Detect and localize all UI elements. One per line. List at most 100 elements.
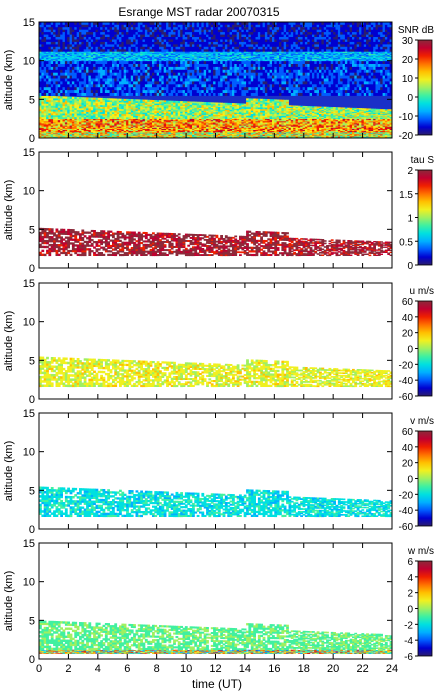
heatmap-cell [112,103,115,106]
heatmap-cell [88,133,92,135]
heatmap-cell [293,113,296,115]
heatmap-cell [304,109,308,111]
heatmap-cell [363,135,367,137]
heatmap-cell [295,112,299,114]
heatmap-cell [375,123,379,125]
heatmap-cell [192,126,195,128]
heatmap-cell [253,120,256,123]
heatmap-cell [234,125,238,127]
heatmap-cell [203,120,207,123]
heatmap-cell [39,105,42,108]
heatmap-cell [142,118,146,121]
heatmap-cell [257,129,261,132]
heatmap-cell [236,119,240,122]
heatmap-cell [140,109,143,112]
heatmap-cell [208,133,212,135]
heatmap-cell [309,119,313,122]
heatmap-cell [187,134,191,136]
heatmap-cell [43,103,47,106]
heatmap-cell [309,132,313,134]
heatmap-cell [213,103,216,106]
heatmap-cell [236,130,240,133]
heatmap-cell [201,106,205,108]
heatmap-cell [232,125,235,127]
heatmap-cell [342,134,346,136]
heatmap-cell [276,117,280,120]
heatmap-cell [121,123,125,125]
heatmap-cell [189,108,193,111]
heatmap-cell [210,106,214,109]
heatmap-cell [276,104,280,107]
heatmap-cell [166,114,169,116]
heatmap-cell [335,135,339,137]
heatmap-cell [53,133,56,135]
heatmap-cell [112,129,115,132]
heatmap-cell [116,103,120,106]
heatmap-cell [177,108,181,111]
heatmap-cell [387,135,391,137]
heatmap-cell [90,134,94,136]
heatmap-cell [140,136,143,138]
heatmap-cell [79,134,82,136]
heatmap-cell [163,108,167,110]
heatmap-cell [83,126,87,128]
heatmap-cell [57,107,61,110]
heatmap-cell [312,135,315,137]
heatmap-cell [269,127,273,129]
heatmap-cell [387,127,391,129]
heatmap-cell [170,128,174,130]
heatmap-cell [67,115,70,118]
heatmap-cell [297,135,301,137]
heatmap-cell [79,119,82,122]
heatmap-cell [62,137,66,138]
heatmap-cell [48,134,52,136]
heatmap-cell [170,127,174,129]
heatmap-cell [260,135,263,137]
heatmap-cell [368,118,372,121]
heatmap-cell [234,126,238,128]
heatmap-cell [286,115,289,118]
heatmap-cell [262,126,266,128]
heatmap-cell [180,126,183,128]
heatmap-cell [224,113,228,116]
heatmap-cell [246,117,249,120]
heatmap-cell [297,117,301,120]
heatmap-cell [288,130,292,133]
heatmap-cell [203,106,207,108]
heatmap-cell [363,119,367,122]
heatmap-cell [104,118,108,121]
heatmap-cell [255,115,259,118]
heatmap-cell [246,124,249,126]
heatmap-cell [330,118,334,121]
heatmap-cell [116,112,120,115]
heatmap-cell [168,120,172,123]
heatmap-cell [326,124,329,126]
heatmap-cell [196,125,200,127]
heatmap-cell [39,135,42,137]
heatmap-cell [43,135,47,137]
heatmap-cell [168,134,172,136]
heatmap-cell [39,109,42,112]
heatmap-cell [316,132,320,134]
heatmap-cell [210,130,214,133]
heatmap-cell [173,134,176,136]
heatmap-cell [93,99,96,102]
heatmap-cell [368,131,372,133]
heatmap-cell [135,130,139,133]
heatmap-cell [116,105,120,108]
heatmap-cell [57,135,61,137]
heatmap-cell [283,134,287,136]
heatmap-cell [112,122,115,124]
heatmap-cell [159,122,162,124]
heatmap-cell [53,114,56,118]
heatmap-cell [182,114,186,117]
heatmap-cell [215,128,219,130]
heatmap-cell [274,101,278,103]
heatmap-cell [243,131,247,133]
heatmap-cell [187,132,191,134]
heatmap-cell [184,115,188,118]
heatmap-cell [262,115,266,118]
heatmap-cell [264,124,268,126]
heatmap-cell [316,125,320,127]
heatmap-cell [140,123,143,125]
